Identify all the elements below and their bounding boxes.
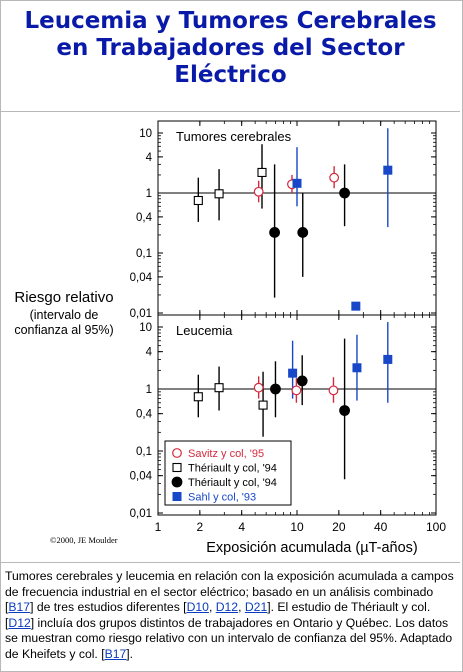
caption-text-5: ].	[126, 646, 134, 661]
ref-link-d10[interactable]: D10	[186, 600, 209, 614]
x-tick-label: 40	[374, 520, 388, 534]
legend-marker-theriault_open	[172, 462, 182, 473]
ref-link-b17[interactable]: B17	[8, 600, 31, 614]
y-axis-label-line-3: confianza al 95%)	[14, 323, 113, 337]
y-tick-label: 4	[146, 152, 153, 164]
data-point-sahl	[383, 165, 393, 175]
legend-marker-theriault_filled	[171, 476, 183, 488]
legend-label-savitz: Savitz y col, '95	[188, 448, 264, 460]
figure-caption: Tumores cerebrales y leucemia en relació…	[1, 562, 460, 662]
data-point-sahl	[383, 354, 393, 364]
chart-panel-2: Leucemia 0,01 0,04 0,1 0,4 1 4 10	[130, 314, 437, 520]
data-point-theriault_open	[258, 400, 268, 410]
y-tick-label: 0,1	[136, 248, 152, 260]
chart-legend: Savitz y col, '95 Thériault y col, '94 Thé…	[164, 440, 292, 506]
data-point-theriault_filled	[339, 405, 350, 416]
y-tick-label: 1	[146, 188, 152, 200]
data-point-savitz	[328, 385, 339, 396]
data-point-savitz	[291, 385, 302, 396]
caption-text-2: ] de tres estudios diferentes [	[30, 600, 187, 614]
x-tick-label: 100	[426, 520, 446, 534]
y-tick-label: 0,4	[136, 409, 153, 421]
data-point-theriault_open	[214, 189, 224, 199]
x-axis-label: Exposición acumulada (µT-años)	[206, 540, 417, 556]
legend-marker-sahl	[172, 492, 182, 501]
title-line-3: Eléctrico	[174, 62, 287, 88]
data-point-theriault_filled	[270, 383, 281, 395]
panel-label: Leucemia	[176, 323, 233, 338]
data-point-theriault_filled	[297, 227, 309, 238]
data-point-theriault_open	[214, 383, 224, 393]
data-point-sahl	[288, 368, 298, 378]
ref-link-d12[interactable]: D12	[215, 600, 239, 614]
ref-link-d21[interactable]: D21	[244, 600, 268, 614]
ref-link-d12-second[interactable]: D12	[8, 615, 31, 630]
data-point-sahl	[352, 363, 362, 373]
y-tick-label: 0,04	[130, 471, 153, 483]
data-point-savitz	[253, 382, 264, 393]
y-tick-label: 1	[146, 384, 152, 396]
y-tick-label: 4	[146, 347, 153, 359]
legend-box	[164, 440, 292, 506]
legend-marker-savitz	[172, 448, 182, 458]
y-axis-label-line-1: Riesgo relativo	[14, 289, 113, 306]
data-point-sahl	[351, 301, 361, 311]
data-point-savitz	[253, 186, 264, 197]
caption-text-4: ] incluía dos grupos distintos de trabaj…	[5, 615, 453, 661]
data-point-theriault_filled	[339, 187, 350, 199]
data-point-savitz	[329, 172, 340, 183]
data-point-theriault_filled	[269, 227, 281, 238]
x-tick-label: 4	[238, 520, 245, 534]
data-point-theriault_open	[193, 392, 203, 402]
caption-sep-2: ,	[238, 600, 245, 614]
caption-text-3: ]. El estudio de Thériault y col. [	[5, 600, 431, 630]
y-tick-label: 10	[139, 128, 152, 140]
data-point-theriault_open	[193, 195, 203, 206]
title-line-2: en Trabajadores del Sector	[56, 35, 405, 61]
caption-text-1: Tumores cerebrales y leucemia en relació…	[5, 569, 454, 614]
y-tick-label: 0,4	[136, 212, 153, 224]
legend-label-sahl: Sahl y col, '93	[188, 492, 256, 504]
x-tick-label: 2	[196, 520, 203, 534]
ref-link-b17-second[interactable]: B17	[104, 646, 127, 661]
y-tick-label: 0,1	[136, 446, 152, 458]
copyright-note: ©2000, JE Moulder	[50, 535, 118, 545]
x-tick-label: 20	[332, 520, 346, 534]
data-point-theriault_open	[257, 167, 267, 178]
data-point-sahl	[292, 178, 302, 188]
chart-panel-1: Tumores cerebrales 0,01 0,04 0,1 0,4 1 4 10	[130, 120, 437, 320]
legend-label-theriault_open: Thériault y col, '94	[188, 463, 277, 475]
y-tick-label: 0,04	[130, 272, 153, 284]
data-point-theriault_filled	[296, 375, 308, 387]
page-title: Leucemia y Tumores Cerebrales en Trabaja…	[1, 1, 460, 112]
x-tick-label: 10	[290, 520, 304, 534]
y-tick-label: 10	[139, 322, 152, 334]
legend-label-theriault_filled: Thériault y col, '94	[188, 477, 277, 489]
y-axis-label-line-2: (intervalo de	[30, 308, 99, 322]
y-tick-label: 0,01	[130, 308, 152, 320]
panel-label: Tumores cerebrales	[176, 129, 292, 144]
title-line-1: Leucemia y Tumores Cerebrales	[24, 8, 437, 34]
y-tick-label: 0,01	[130, 508, 152, 520]
caption-sep-1: ,	[208, 600, 216, 614]
x-tick-label: 1	[155, 520, 162, 534]
